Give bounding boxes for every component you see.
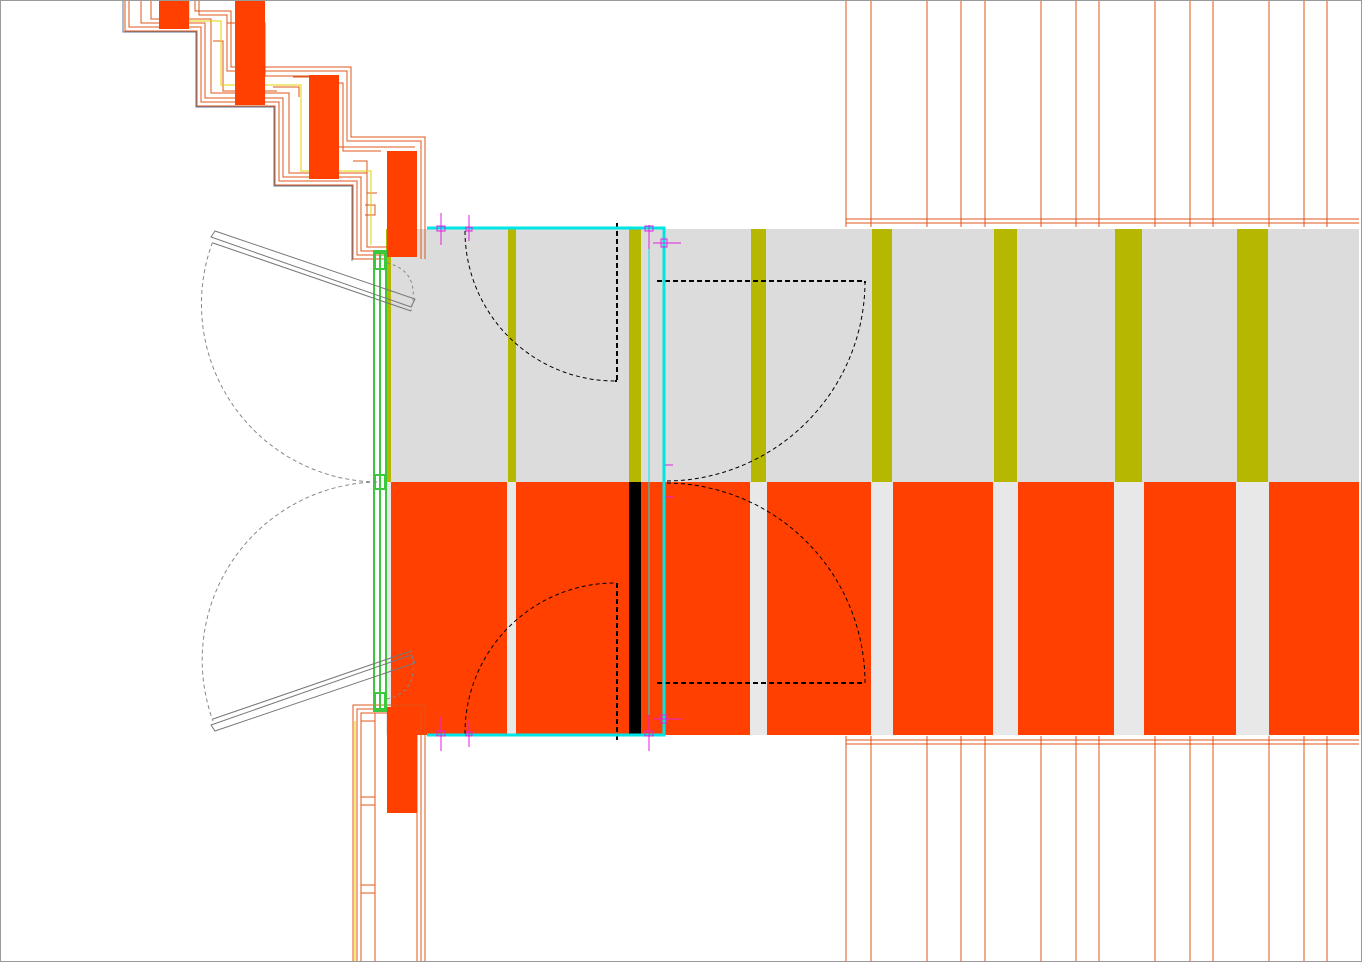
wall-studs-bottom: [845, 736, 1359, 961]
selected-door-frame[interactable]: [427, 226, 666, 737]
wall-studs-top: [845, 1, 1359, 227]
olive-strips: [386, 229, 1268, 482]
bottom-wall-layers: [352, 704, 426, 961]
stepped-wall-layers: [122, 1, 426, 261]
door-leaves[interactable]: [464, 223, 866, 741]
red-floor-bars: [391, 482, 1359, 735]
threshold-bar: [629, 482, 641, 735]
left-door-swings: [200, 230, 416, 732]
glass-panel[interactable]: [373, 250, 387, 712]
selection-grips[interactable]: [436, 213, 681, 751]
